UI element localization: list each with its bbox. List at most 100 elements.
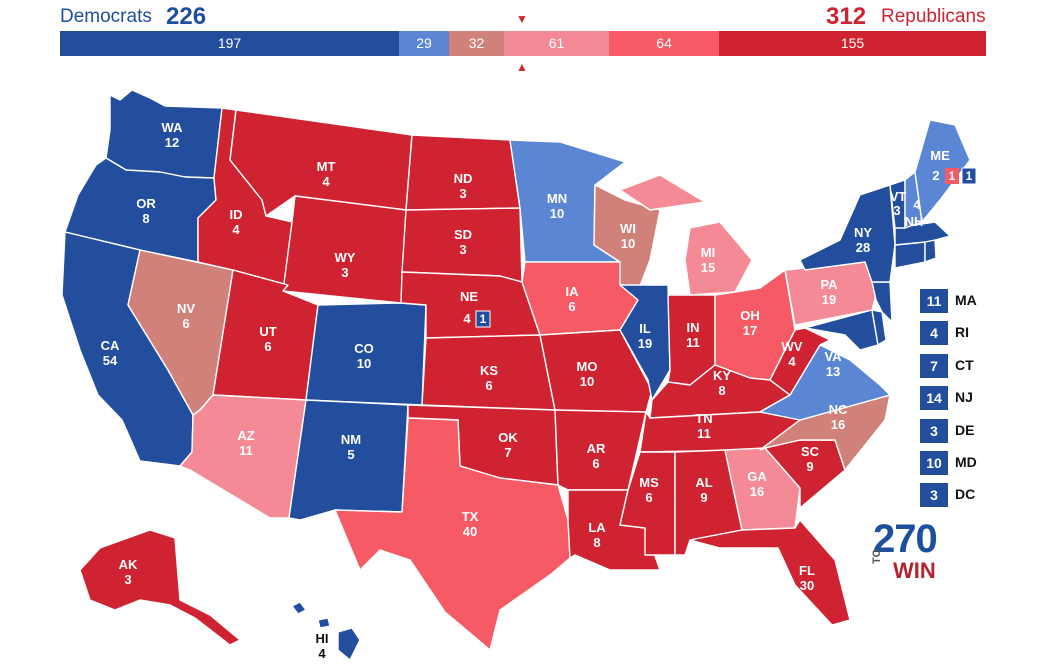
label-sd-ev: 3 (459, 242, 466, 257)
bar-segment-likely-rep[interactable]: 64 (609, 31, 720, 56)
me-district-2-box[interactable] (961, 167, 977, 185)
label-oh-abbr: OH (740, 308, 760, 323)
state-fl[interactable] (689, 519, 851, 626)
state-de[interactable] (871, 309, 887, 346)
label-pa-ev: 19 (822, 292, 836, 307)
state-ma[interactable] (894, 221, 951, 246)
label-ar-abbr: AR (587, 441, 606, 456)
label-ia-ev: 6 (568, 299, 575, 314)
small-state-ev-box: 4 (920, 321, 948, 345)
label-vt-ev: 3 (893, 203, 900, 218)
bar-segment-safe-dem[interactable]: 197 (60, 31, 400, 56)
label-nc-ev: 16 (831, 417, 845, 432)
bar-segment-safe-rep[interactable]: 155 (719, 31, 986, 56)
label-ut-abbr: UT (259, 324, 276, 339)
label-co-abbr: CO (354, 341, 374, 356)
state-ak[interactable] (79, 529, 241, 646)
label-mi-abbr: MI (701, 245, 715, 260)
label-ny-ev: 28 (856, 240, 870, 255)
label-ca-abbr: CA (101, 338, 120, 353)
label-ia-abbr: IA (566, 284, 580, 299)
label-sd-abbr: SD (454, 227, 472, 242)
state-labels: WA 12 OR 8 CA 54 NV 6 ID 4 MT 4 WY 3 UT … (101, 120, 950, 661)
small-state-ev-box: 14 (920, 386, 948, 410)
small-state-ev-box: 11 (920, 289, 948, 313)
logo-win: WIN (893, 558, 936, 583)
state-md[interactable] (804, 309, 879, 351)
label-wi-ev: 10 (621, 236, 635, 251)
state-ny[interactable] (799, 184, 896, 283)
state-tx[interactable] (334, 417, 571, 651)
label-nm-abbr: NM (341, 432, 361, 447)
label-il-abbr: IL (639, 321, 651, 336)
label-vt-abbr: VT (890, 189, 907, 204)
label-in-ev: 11 (686, 335, 700, 350)
state-mo[interactable] (539, 329, 653, 413)
republicans-label: Republicans (881, 6, 986, 27)
state-ct[interactable] (894, 241, 926, 269)
me-district-1-ev: 1 (949, 169, 956, 183)
label-ne-ev: 4 (463, 311, 471, 326)
small-state-dc[interactable]: 3 DC (920, 483, 990, 507)
state-wy[interactable] (282, 195, 407, 304)
state-wv[interactable] (769, 327, 831, 396)
state-ri[interactable] (924, 239, 937, 263)
small-state-nj[interactable]: 14 NJ (920, 386, 990, 410)
small-state-ri[interactable]: 4 RI (920, 321, 990, 345)
label-wa-abbr: WA (162, 120, 184, 135)
state-ga[interactable] (724, 447, 801, 531)
label-la-ev: 8 (593, 535, 600, 550)
label-ca-ev: 54 (103, 353, 118, 368)
small-state-ct[interactable]: 7 CT (920, 354, 990, 378)
me-district-1-box[interactable] (945, 168, 959, 184)
label-me-ev: 2 (932, 168, 939, 183)
small-state-ev-box: 3 (920, 419, 948, 443)
small-state-ma[interactable]: 11 MA (920, 289, 990, 313)
270towin-logo[interactable]: 270 TO WIN (871, 517, 953, 583)
label-mi-ev: 15 (701, 260, 715, 275)
label-ny-abbr: NY (854, 225, 872, 240)
label-ga-abbr: GA (747, 469, 767, 484)
small-state-abbr: CT (955, 357, 974, 373)
label-la-abbr: LA (588, 520, 606, 535)
results-header: Democrats 226 ▼ 312 Republicans (0, 0, 1050, 30)
republicans-total: 312 (826, 3, 867, 30)
small-state-ev-box: 10 (920, 451, 948, 475)
label-nh-abbr: NH (905, 214, 924, 229)
bar-segment-tossup[interactable]: 32 (448, 31, 505, 56)
label-wa-ev: 12 (165, 135, 179, 150)
label-hi-abbr: HI (316, 631, 329, 646)
small-state-abbr: DC (955, 486, 976, 502)
label-az-ev: 11 (239, 443, 253, 458)
label-mn-abbr: MN (547, 191, 567, 206)
threshold-marker-bottom-icon: ▲ (516, 60, 528, 74)
label-tx-ev: 40 (463, 524, 477, 539)
label-ks-abbr: KS (480, 363, 498, 378)
state-me[interactable] (914, 119, 971, 223)
ne-district-2-box[interactable] (475, 310, 491, 328)
logo-number: 270 (873, 517, 938, 561)
label-nd-abbr: ND (454, 171, 473, 186)
label-az-abbr: AZ (237, 428, 254, 443)
label-nv-ev: 6 (182, 316, 189, 331)
small-state-de[interactable]: 3 DE (920, 419, 990, 443)
bar-segment-likely-dem[interactable]: 29 (399, 31, 449, 56)
label-mn-ev: 10 (550, 206, 564, 221)
label-tx-abbr: TX (462, 509, 479, 524)
bar-segment-lean-rep[interactable]: 61 (504, 31, 610, 56)
label-va-ev: 13 (826, 364, 840, 379)
label-wy-abbr: WY (335, 250, 356, 265)
state-hi[interactable] (291, 601, 361, 661)
state-co[interactable] (305, 302, 427, 406)
label-ms-abbr: MS (639, 475, 659, 490)
label-or-abbr: OR (136, 196, 156, 211)
label-in-abbr: IN (687, 320, 700, 335)
label-fl-ev: 30 (800, 578, 814, 593)
small-state-abbr: NJ (955, 389, 973, 405)
small-state-abbr: RI (955, 324, 969, 340)
small-state-md[interactable]: 10 MD (920, 451, 990, 475)
small-state-ev-box: 3 (920, 483, 948, 507)
ne-district-2-ev: 1 (480, 312, 487, 326)
label-fl-abbr: FL (799, 563, 815, 578)
